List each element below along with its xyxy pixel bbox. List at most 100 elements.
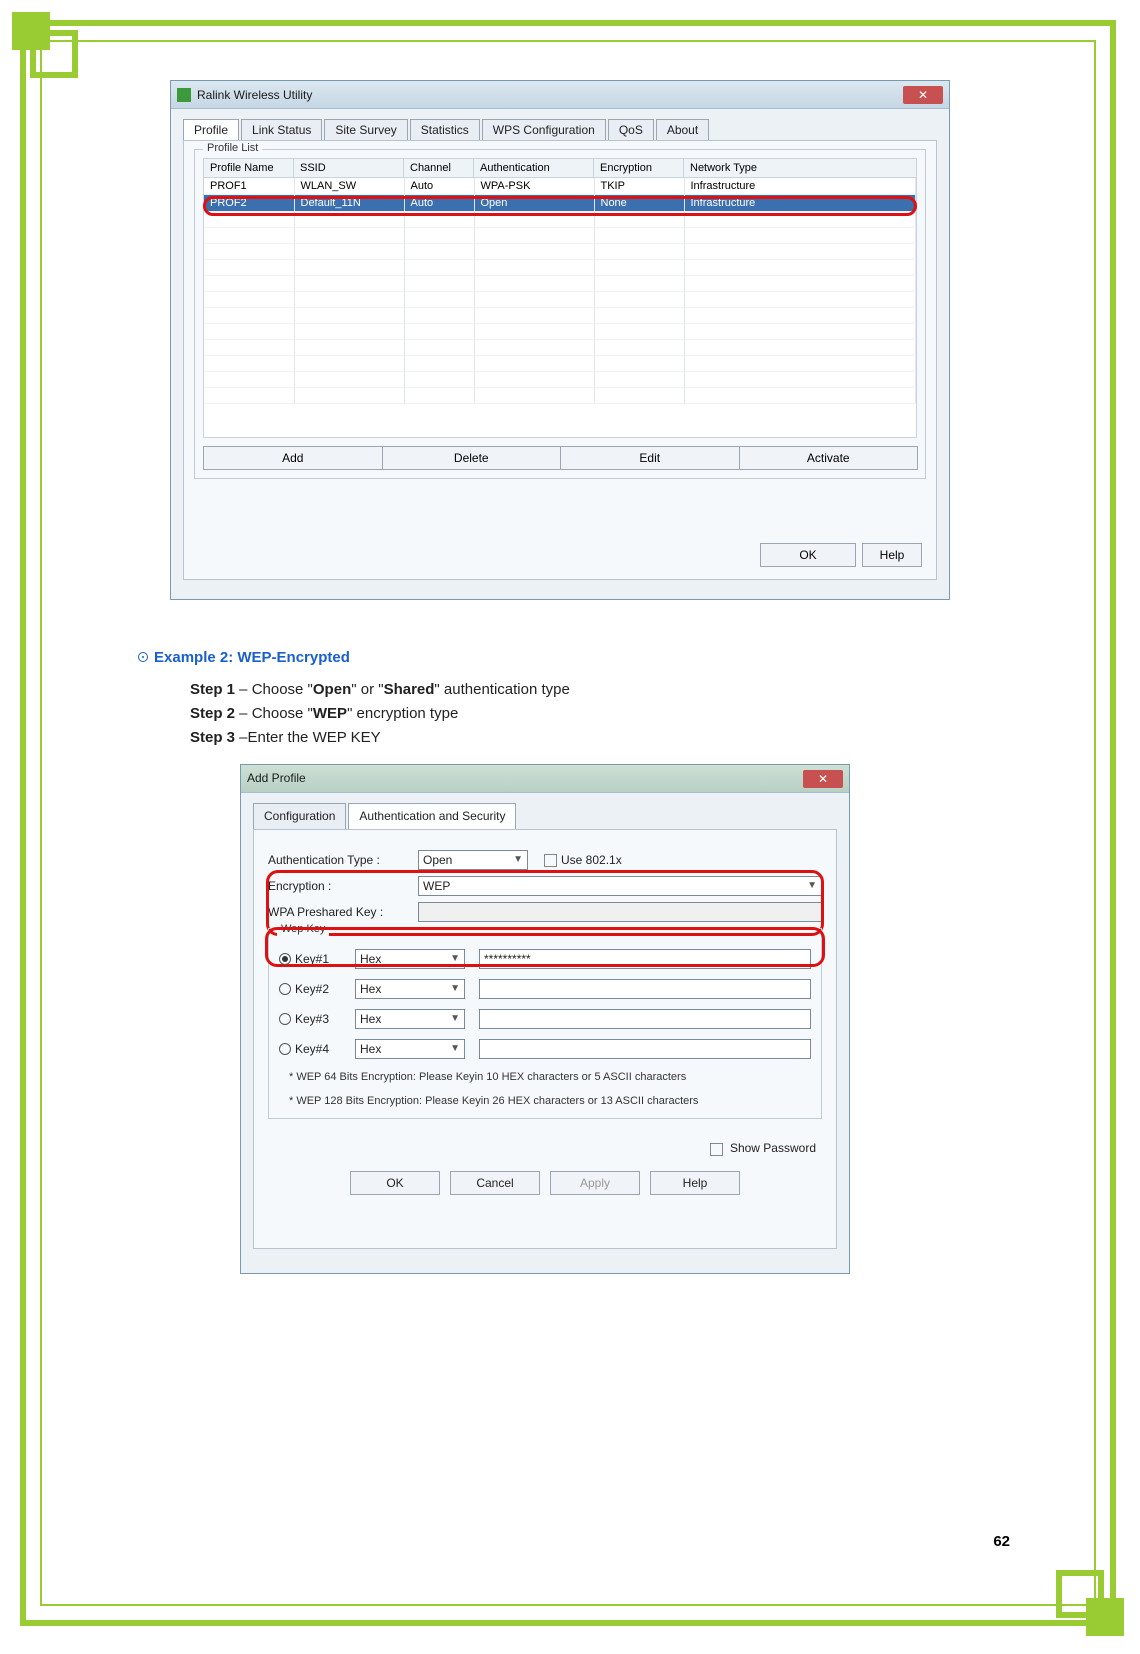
step-text: " encryption type bbox=[347, 705, 458, 722]
profile-list-group: Profile List Profile Name SSID Channel A… bbox=[194, 149, 926, 479]
select-value: Hex bbox=[360, 980, 381, 999]
auth-type-label: Authentication Type : bbox=[268, 851, 418, 870]
app-icon bbox=[177, 88, 191, 102]
key1-format-select[interactable]: Hex▼ bbox=[355, 949, 465, 969]
wep-hint-1: * WEP 64 Bits Encryption: Please Keyin 1… bbox=[289, 1069, 811, 1087]
wpa-key-label: WPA Preshared Key : bbox=[268, 903, 418, 922]
cancel-button[interactable]: Cancel bbox=[450, 1171, 540, 1195]
key1-input[interactable]: ********** bbox=[479, 949, 811, 969]
cell: Auto bbox=[404, 178, 474, 195]
key2-radio[interactable] bbox=[279, 983, 291, 995]
decor-corner-box-br bbox=[1056, 1570, 1104, 1618]
ok-button[interactable]: OK bbox=[760, 543, 856, 567]
table-row bbox=[204, 228, 916, 244]
window-title: Add Profile bbox=[247, 769, 306, 788]
col-ntype[interactable]: Network Type bbox=[684, 159, 917, 178]
table-row bbox=[204, 324, 916, 340]
chevron-down-icon: ▼ bbox=[807, 878, 817, 894]
show-password-row: Show Password bbox=[268, 1139, 816, 1158]
tab-auth-security[interactable]: Authentication and Security bbox=[348, 803, 516, 829]
ok-button[interactable]: OK bbox=[350, 1171, 440, 1195]
key3-label: Key#3 bbox=[295, 1010, 355, 1029]
cell: Infrastructure bbox=[684, 195, 916, 212]
chevron-down-icon: ▼ bbox=[450, 981, 460, 997]
key4-radio[interactable] bbox=[279, 1043, 291, 1055]
wep-key-1-row: Key#1 Hex▼ ********** bbox=[279, 949, 811, 969]
encryption-select[interactable]: WEP ▼ bbox=[418, 876, 822, 896]
cell: Open bbox=[474, 195, 594, 212]
cell: PROF2 bbox=[204, 195, 294, 212]
wep-key-4-row: Key#4 Hex▼ bbox=[279, 1039, 811, 1059]
table-row bbox=[204, 244, 916, 260]
tab-statistics[interactable]: Statistics bbox=[410, 119, 480, 140]
window-title: Ralink Wireless Utility bbox=[197, 88, 312, 102]
content-area: Ralink Wireless Utility ✕ Profile Link S… bbox=[90, 70, 1050, 1564]
tab-row: Profile Link Status Site Survey Statisti… bbox=[183, 119, 937, 140]
select-value: WEP bbox=[423, 877, 450, 896]
table-row bbox=[204, 276, 916, 292]
table-row bbox=[204, 292, 916, 308]
dialog-buttons: OK Cancel Apply Help bbox=[268, 1171, 822, 1195]
cell: TKIP bbox=[594, 178, 684, 195]
step-1: Step 1 – Choose "Open" or "Shared" authe… bbox=[190, 678, 1050, 702]
tab-wps[interactable]: WPS Configuration bbox=[482, 119, 606, 140]
use-8021x-checkbox[interactable] bbox=[544, 854, 557, 867]
col-channel[interactable]: Channel bbox=[404, 159, 474, 178]
tab-about[interactable]: About bbox=[656, 119, 709, 140]
key3-input[interactable] bbox=[479, 1009, 811, 1029]
bullet-icon bbox=[138, 652, 148, 662]
key3-format-select[interactable]: Hex▼ bbox=[355, 1009, 465, 1029]
key1-label: Key#1 bbox=[295, 950, 355, 969]
close-button[interactable]: ✕ bbox=[903, 86, 943, 104]
titlebar: Ralink Wireless Utility ✕ bbox=[171, 81, 949, 109]
select-value: Hex bbox=[360, 1040, 381, 1059]
col-profile-name[interactable]: Profile Name bbox=[204, 159, 294, 178]
tab-link-status[interactable]: Link Status bbox=[241, 119, 322, 140]
key4-label: Key#4 bbox=[295, 1040, 355, 1059]
table-row-selected[interactable]: PROF2 Default_11N Auto Open None Infrast… bbox=[204, 195, 916, 212]
tab-configuration[interactable]: Configuration bbox=[253, 803, 346, 829]
wep-hint-2: * WEP 128 Bits Encryption: Please Keyin … bbox=[289, 1093, 811, 1111]
wep-key-3-row: Key#3 Hex▼ bbox=[279, 1009, 811, 1029]
key3-radio[interactable] bbox=[279, 1013, 291, 1025]
step-text: " authentication type bbox=[434, 681, 569, 698]
delete-button[interactable]: Delete bbox=[382, 446, 562, 470]
profile-buttons: Add Delete Edit Activate bbox=[203, 446, 917, 470]
step-label: Step 2 bbox=[190, 705, 235, 722]
help-button[interactable]: Help bbox=[650, 1171, 740, 1195]
tab-qos[interactable]: QoS bbox=[608, 119, 654, 140]
table-row bbox=[204, 260, 916, 276]
profile-table-scroll[interactable]: PROF1 WLAN_SW Auto WPA-PSK TKIP Infrastr… bbox=[203, 178, 917, 438]
example-heading: Example 2: WEP-Encrypted bbox=[138, 646, 1050, 670]
heading-text: Example 2: WEP-Encrypted bbox=[154, 649, 350, 666]
activate-button[interactable]: Activate bbox=[739, 446, 919, 470]
tab-profile[interactable]: Profile bbox=[183, 119, 239, 140]
apply-button[interactable]: Apply bbox=[550, 1171, 640, 1195]
wpa-key-input[interactable] bbox=[418, 902, 822, 922]
key4-input[interactable] bbox=[479, 1039, 811, 1059]
tab-site-survey[interactable]: Site Survey bbox=[324, 119, 407, 140]
use-8021x-label: Use 802.1x bbox=[561, 851, 622, 870]
show-password-checkbox[interactable] bbox=[710, 1143, 723, 1156]
wpa-key-row: WPA Preshared Key : bbox=[268, 902, 822, 922]
help-button[interactable]: Help bbox=[862, 543, 922, 567]
cell: PROF1 bbox=[204, 178, 294, 195]
add-button[interactable]: Add bbox=[203, 446, 383, 470]
auth-type-select[interactable]: Open▼ bbox=[418, 850, 528, 870]
key1-radio[interactable] bbox=[279, 953, 291, 965]
key2-input[interactable] bbox=[479, 979, 811, 999]
tab-body: Profile List Profile Name SSID Channel A… bbox=[183, 140, 937, 580]
key2-format-select[interactable]: Hex ▼ bbox=[355, 979, 465, 999]
close-button[interactable]: ✕ bbox=[803, 770, 843, 788]
table-row bbox=[204, 372, 916, 388]
table-row[interactable]: PROF1 WLAN_SW Auto WPA-PSK TKIP Infrastr… bbox=[204, 178, 916, 195]
select-value: Open bbox=[423, 851, 452, 870]
col-ssid[interactable]: SSID bbox=[294, 159, 404, 178]
key4-format-select[interactable]: Hex▼ bbox=[355, 1039, 465, 1059]
col-enc[interactable]: Encryption bbox=[594, 159, 684, 178]
tab-body: Authentication Type : Open▼ Use 802.1x E… bbox=[253, 829, 837, 1249]
step-text: – Choose " bbox=[235, 681, 313, 698]
col-auth[interactable]: Authentication bbox=[474, 159, 594, 178]
edit-button[interactable]: Edit bbox=[560, 446, 740, 470]
wep-key-2-row: Key#2 Hex▼ bbox=[279, 979, 811, 999]
